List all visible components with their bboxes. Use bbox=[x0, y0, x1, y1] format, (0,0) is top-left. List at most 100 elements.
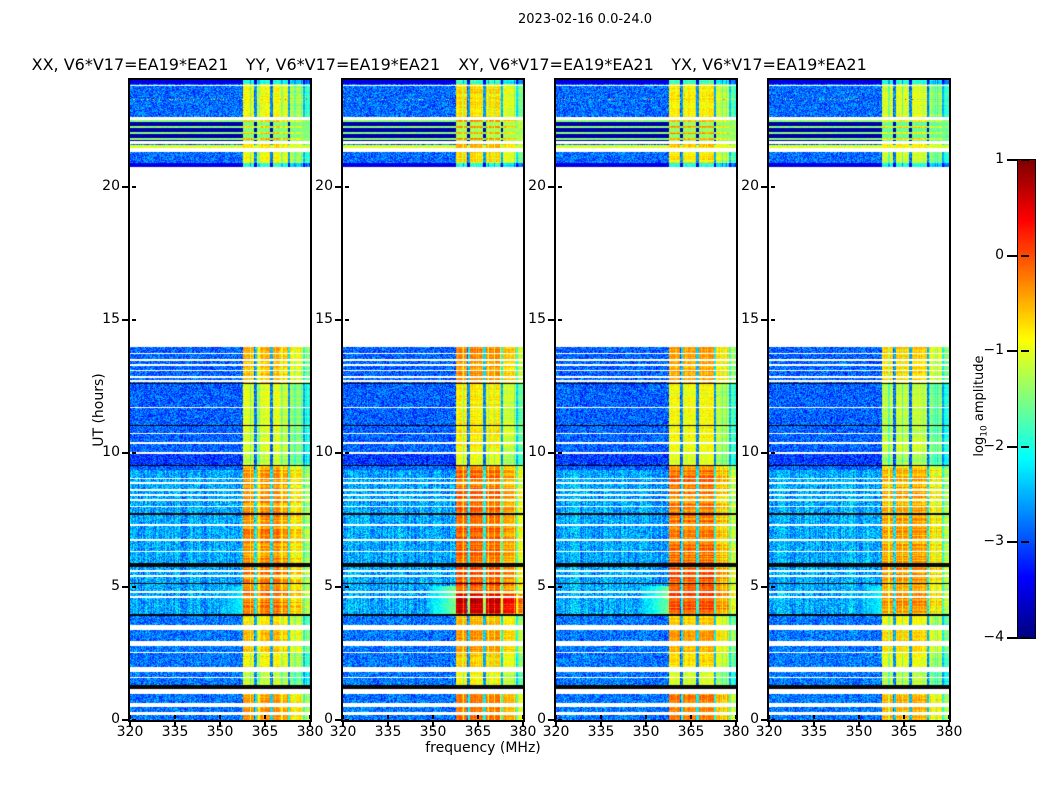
colorbar-tick-label: 1 bbox=[995, 151, 1004, 167]
x-tick-label: 350 bbox=[419, 724, 447, 740]
y-tick-mark bbox=[761, 452, 767, 455]
x-tick-mark bbox=[690, 722, 692, 727]
x-tick-mark-inner bbox=[129, 715, 131, 719]
y-tick-mark-inner bbox=[771, 585, 775, 588]
spectrogram-canvas-yy bbox=[343, 80, 523, 720]
y-tick-mark-inner bbox=[132, 319, 136, 321]
y-tick-mark bbox=[761, 585, 767, 588]
y-tick-mark bbox=[122, 319, 128, 321]
y-tick-mark-inner bbox=[771, 185, 775, 188]
y-tick-label: 20 bbox=[528, 177, 546, 194]
y-tick-mark bbox=[335, 719, 341, 721]
x-tick-mark bbox=[477, 722, 479, 727]
x-tick-mark bbox=[903, 722, 905, 727]
x-tick-label: 335 bbox=[800, 724, 828, 740]
x-tick-mark-inner bbox=[342, 715, 344, 719]
colorbar-tick-label: −4 bbox=[983, 629, 1004, 645]
colorbar-tick-label: −3 bbox=[983, 533, 1004, 550]
y-tick-mark bbox=[548, 452, 554, 455]
x-tick-mark-inner bbox=[174, 715, 176, 719]
x-tick-mark-inner bbox=[645, 715, 647, 719]
spectrogram-canvas-yx bbox=[769, 80, 949, 720]
x-tick-mark bbox=[219, 722, 221, 727]
x-tick-label: 335 bbox=[587, 724, 615, 740]
x-tick-mark bbox=[600, 722, 602, 727]
spectrogram-canvas-xy bbox=[556, 80, 736, 720]
x-tick-label: 320 bbox=[329, 724, 357, 740]
x-tick-mark bbox=[129, 722, 131, 727]
y-tick-mark-inner bbox=[132, 719, 136, 721]
y-tick-mark-inner bbox=[345, 319, 349, 321]
x-tick-mark-inner bbox=[387, 715, 389, 719]
x-tick-label: 350 bbox=[632, 724, 660, 740]
x-tick-label: 350 bbox=[845, 724, 873, 740]
y-tick-mark bbox=[548, 585, 554, 588]
x-tick-mark-inner bbox=[600, 715, 602, 719]
x-tick-label: 365 bbox=[464, 724, 492, 740]
y-tick-mark-inner bbox=[558, 585, 562, 588]
colorbar-label-suffix: amplitude bbox=[972, 355, 987, 426]
figure-title: 2023-02-16 0.0-24.0 bbox=[518, 12, 652, 27]
colorbar-tick-label: 0 bbox=[995, 246, 1004, 263]
x-tick-mark-inner bbox=[813, 715, 815, 719]
colorbar-tick-mark bbox=[1007, 445, 1017, 448]
y-tick-mark bbox=[122, 719, 128, 721]
x-axis-label: frequency (MHz) bbox=[425, 740, 541, 756]
y-tick-mark bbox=[335, 319, 341, 321]
y-tick-label: 0 bbox=[324, 711, 333, 727]
x-tick-label: 380 bbox=[509, 724, 537, 740]
y-tick-mark-inner bbox=[132, 452, 136, 455]
y-tick-label: 20 bbox=[102, 177, 120, 194]
y-tick-label: 0 bbox=[111, 711, 120, 727]
x-tick-label: 365 bbox=[890, 724, 918, 740]
y-tick-label: 10 bbox=[102, 444, 120, 461]
x-tick-mark-inner bbox=[432, 715, 434, 719]
colorbar-tick-mark bbox=[1007, 254, 1017, 257]
y-tick-label: 15 bbox=[315, 311, 333, 327]
y-tick-mark bbox=[761, 719, 767, 721]
x-tick-mark bbox=[387, 722, 389, 727]
y-tick-label: 5 bbox=[324, 577, 333, 594]
x-tick-mark bbox=[645, 722, 647, 727]
x-tick-mark bbox=[264, 722, 266, 727]
panel-title-yy: YY, V6*V17=EA19*EA21 bbox=[245, 55, 441, 74]
y-tick-label: 10 bbox=[528, 444, 546, 461]
y-tick-mark-inner bbox=[558, 452, 562, 455]
x-tick-mark bbox=[432, 722, 434, 727]
y-tick-mark-inner bbox=[345, 719, 349, 721]
spectrogram-panel-xx bbox=[128, 78, 312, 722]
x-tick-label: 380 bbox=[935, 724, 963, 740]
y-tick-label: 5 bbox=[111, 577, 120, 594]
x-tick-mark bbox=[813, 722, 815, 727]
x-tick-label: 320 bbox=[755, 724, 783, 740]
x-tick-label: 320 bbox=[542, 724, 570, 740]
y-tick-mark bbox=[335, 585, 341, 588]
x-tick-label: 365 bbox=[251, 724, 279, 740]
spectrogram-canvas-xx bbox=[130, 80, 310, 720]
x-tick-label: 380 bbox=[722, 724, 750, 740]
y-tick-mark-inner bbox=[771, 452, 775, 455]
x-tick-label: 335 bbox=[374, 724, 402, 740]
x-tick-label: 335 bbox=[161, 724, 189, 740]
y-tick-mark-inner bbox=[558, 319, 562, 321]
x-tick-mark bbox=[555, 722, 557, 727]
x-tick-mark-inner bbox=[555, 715, 557, 719]
colorbar-tick-label: −2 bbox=[983, 437, 1004, 454]
x-tick-mark bbox=[522, 722, 524, 727]
x-tick-mark bbox=[174, 722, 176, 727]
x-tick-mark-inner bbox=[219, 715, 221, 719]
y-tick-label: 15 bbox=[528, 311, 546, 327]
x-tick-mark-inner bbox=[768, 715, 770, 719]
y-tick-label: 15 bbox=[102, 311, 120, 327]
x-tick-label: 365 bbox=[677, 724, 705, 740]
spectrogram-panel-yy bbox=[341, 78, 525, 722]
y-tick-mark-inner bbox=[771, 719, 775, 721]
y-tick-mark-inner bbox=[558, 719, 562, 721]
colorbar-label-subscript: 10 bbox=[979, 425, 990, 437]
x-tick-mark bbox=[309, 722, 311, 727]
y-tick-label: 5 bbox=[750, 577, 759, 594]
y-tick-mark-inner bbox=[345, 585, 349, 588]
colorbar-tick-mark bbox=[1007, 541, 1017, 544]
colorbar-tick-mark-inner bbox=[1021, 350, 1029, 353]
